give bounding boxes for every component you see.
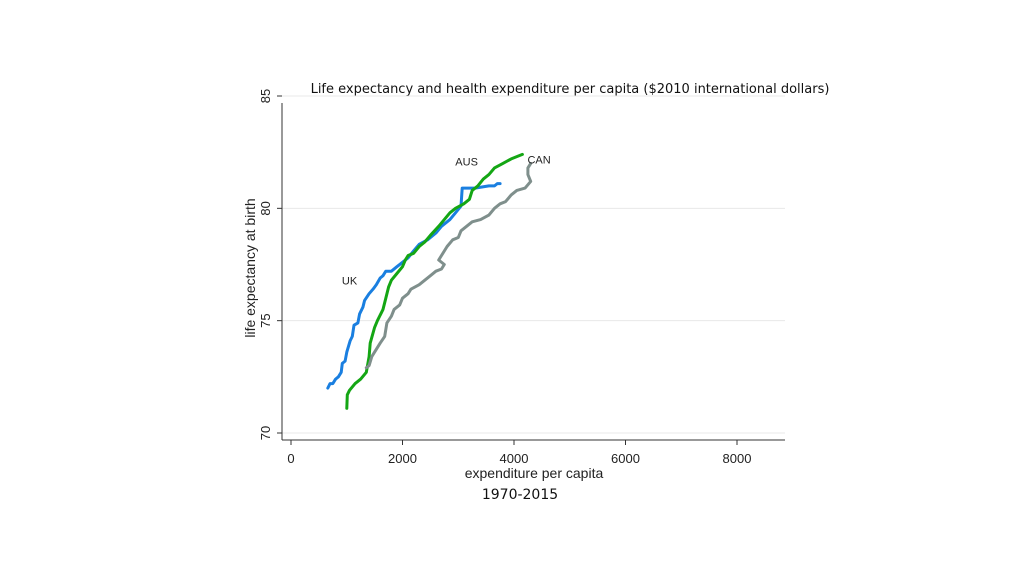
- grid-lines: [282, 95, 785, 434]
- series-line-aus: [345, 152, 524, 410]
- x-tick-label: 6000: [611, 451, 640, 466]
- chart-title: Life expectancy and health expenditure p…: [311, 82, 830, 97]
- x-tick-label: 0: [287, 451, 294, 466]
- series-label-aus: AUS: [455, 157, 478, 169]
- series-line-can: [364, 161, 533, 370]
- y-axis-title: life expectancy at birth: [242, 198, 258, 337]
- series-lines: [326, 152, 533, 410]
- x-tick-label: 2000: [388, 451, 417, 466]
- y-tick-label: 85: [258, 89, 273, 103]
- axis-ticks: 70 75 80 85 0 2000 4000 6000 8000: [258, 89, 751, 466]
- x-tick-label: 4000: [500, 451, 529, 466]
- y-tick-label: 75: [258, 313, 273, 327]
- x-axis-title: expenditure per capita: [465, 465, 604, 481]
- chart-caption: 1970-2015: [482, 487, 558, 503]
- series-label-uk: UK: [342, 276, 358, 288]
- x-tick-label: 8000: [723, 451, 752, 466]
- series-line-uk: [326, 182, 502, 390]
- y-tick-label: 80: [258, 201, 273, 215]
- series-labels: UK AUS CAN: [342, 154, 551, 287]
- series-label-can: CAN: [527, 154, 550, 166]
- y-tick-label: 70: [258, 426, 273, 440]
